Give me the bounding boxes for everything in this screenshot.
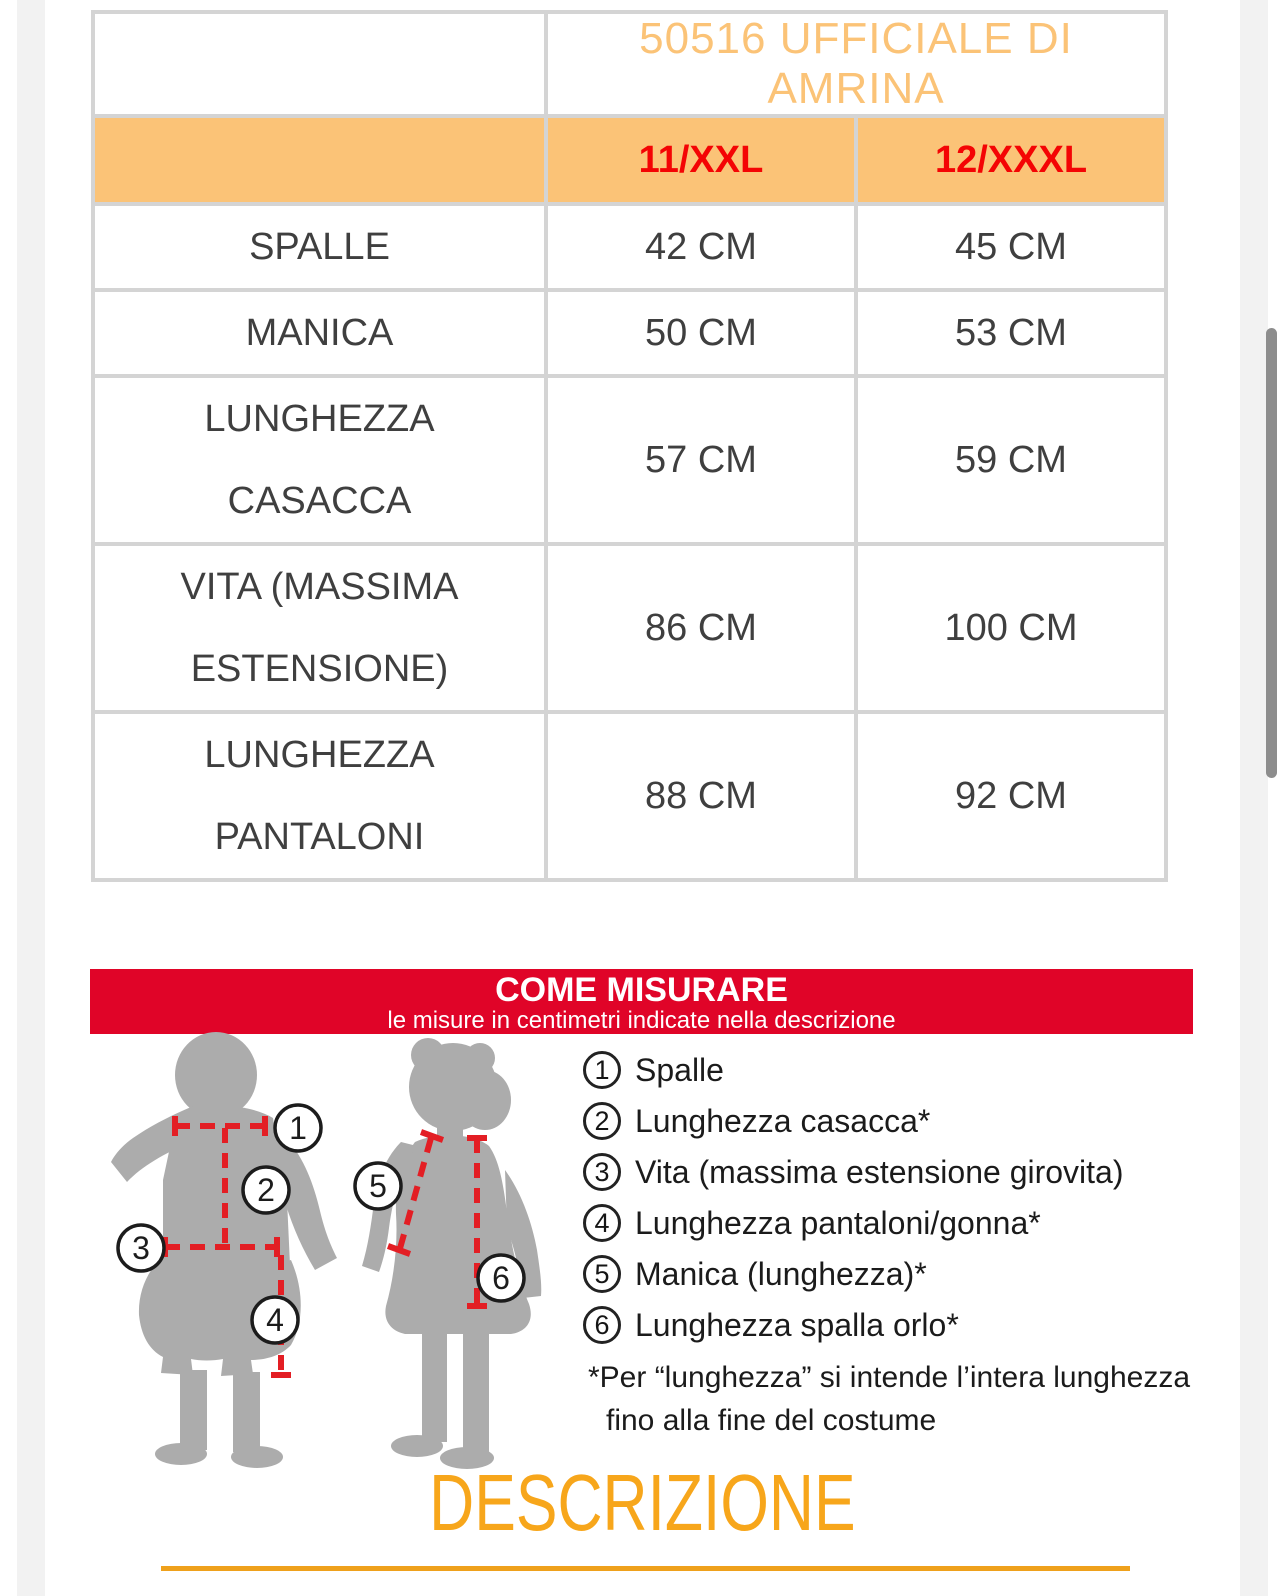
list-item: 3 Vita (massima estensione girovita): [583, 1153, 1203, 1191]
measuring-figures-illustration: 1 2 3 4 5 6: [111, 1032, 542, 1469]
how-to-measure-banner: COME MISURARE le misure in centimetri in…: [90, 969, 1193, 1034]
scrollbar-track[interactable]: [1240, 0, 1268, 1596]
figure-markers: 1 2 3 4 5 6: [116, 1103, 526, 1345]
size-column-header: 12/XXXL: [854, 114, 1168, 206]
svg-text:6: 6: [492, 1260, 510, 1296]
table-row: VITA (MASSIMA ESTENSIONE) 86 CM 100 CM: [91, 542, 1168, 714]
size-column-header: 11/XXL: [544, 114, 858, 206]
measure-value: 92 CM: [854, 710, 1168, 882]
figure-marker-3-icon: 3: [116, 1223, 166, 1273]
measure-footnote: *Per “lunghezza” si intende l’intera lun…: [588, 1356, 1190, 1442]
table-row: LUNGHEZZA CASACCA 57 CM 59 CM: [91, 374, 1168, 546]
measure-item-label: Lunghezza pantaloni/gonna*: [635, 1204, 1041, 1241]
svg-text:1: 1: [289, 1110, 307, 1146]
footnote-line: *Per “lunghezza” si intende l’intera lun…: [588, 1361, 1191, 1394]
figure-marker-5-icon: 5: [353, 1161, 403, 1211]
product-title: 50516 UFFICIALE DI AMRINA: [544, 10, 1168, 118]
measure-legend-list: 1 Spalle 2 Lunghezza casacca* 3 Vita (ma…: [583, 1051, 1203, 1357]
row-label: MANICA: [91, 288, 548, 378]
size-chart-table: 50516 UFFICIALE DI AMRINA 11/XXL 12/XXXL…: [91, 10, 1168, 882]
table-row: MANICA 50 CM 53 CM: [91, 288, 1168, 378]
table-row: 11/XXL 12/XXXL: [91, 114, 1168, 206]
measure-value: 88 CM: [544, 710, 858, 882]
list-item: 6 Lunghezza spalla orlo*: [583, 1306, 1203, 1344]
measure-value: 50 CM: [544, 288, 858, 378]
circled-5-icon: 5: [583, 1255, 621, 1293]
banner-title: COME MISURARE: [495, 971, 788, 1009]
girl-silhouette: [362, 1038, 542, 1469]
measure-item-label: Spalle: [635, 1051, 724, 1088]
measure-value: 42 CM: [544, 202, 858, 292]
table-row: LUNGHEZZA PANTALONI 88 CM 92 CM: [91, 710, 1168, 882]
measure-value: 53 CM: [854, 288, 1168, 378]
left-page-gutter: [17, 0, 45, 1596]
measure-value: 45 CM: [854, 202, 1168, 292]
list-item: 1 Spalle: [583, 1051, 1203, 1089]
boy-silhouette: [111, 1032, 337, 1468]
measure-value: 100 CM: [854, 542, 1168, 714]
circled-4-icon: 4: [583, 1204, 621, 1242]
empty-corner-cell: [91, 10, 548, 118]
list-item: 2 Lunghezza casacca*: [583, 1102, 1203, 1140]
measure-item-label: Lunghezza spalla orlo*: [635, 1306, 959, 1343]
size-header-empty: [91, 114, 548, 206]
table-row: SPALLE 42 CM 45 CM: [91, 202, 1168, 292]
svg-text:3: 3: [132, 1230, 150, 1266]
row-label: SPALLE: [91, 202, 548, 292]
list-item: 4 Lunghezza pantaloni/gonna*: [583, 1204, 1203, 1242]
figure-marker-2-icon: 2: [241, 1165, 291, 1215]
figure-marker-6-icon: 6: [476, 1253, 526, 1303]
row-label: LUNGHEZZA CASACCA: [91, 374, 548, 546]
scrollbar-thumb[interactable]: [1266, 328, 1277, 778]
measure-item-label: Lunghezza casacca*: [635, 1102, 931, 1139]
measure-value: 86 CM: [544, 542, 858, 714]
banner-subtitle: le misure in centimetri indicate nella d…: [387, 1007, 896, 1034]
svg-text:5: 5: [369, 1168, 387, 1204]
measure-item-label: Vita (massima estensione girovita): [635, 1153, 1124, 1190]
circled-6-icon: 6: [583, 1306, 621, 1344]
figure-marker-1-icon: 1: [273, 1103, 323, 1153]
row-label: VITA (MASSIMA ESTENSIONE): [91, 542, 548, 714]
measure-item-label: Manica (lunghezza)*: [635, 1255, 927, 1292]
list-item: 5 Manica (lunghezza)*: [583, 1255, 1203, 1293]
circled-1-icon: 1: [583, 1051, 621, 1089]
figure-marker-4-icon: 4: [250, 1295, 300, 1345]
footnote-line: fino alla fine del costume: [606, 1404, 937, 1437]
description-heading-text: DESCRIZIONE: [428, 1458, 856, 1547]
row-label: LUNGHEZZA PANTALONI: [91, 710, 548, 882]
circled-3-icon: 3: [583, 1153, 621, 1191]
measure-value: 59 CM: [854, 374, 1168, 546]
measure-value: 57 CM: [544, 374, 858, 546]
svg-text:2: 2: [257, 1172, 275, 1208]
description-section-heading: DESCRIZIONE: [0, 1460, 1284, 1546]
description-underline: [161, 1566, 1130, 1571]
svg-text:4: 4: [266, 1302, 284, 1338]
table-row: 50516 UFFICIALE DI AMRINA: [91, 10, 1168, 118]
circled-2-icon: 2: [583, 1102, 621, 1140]
